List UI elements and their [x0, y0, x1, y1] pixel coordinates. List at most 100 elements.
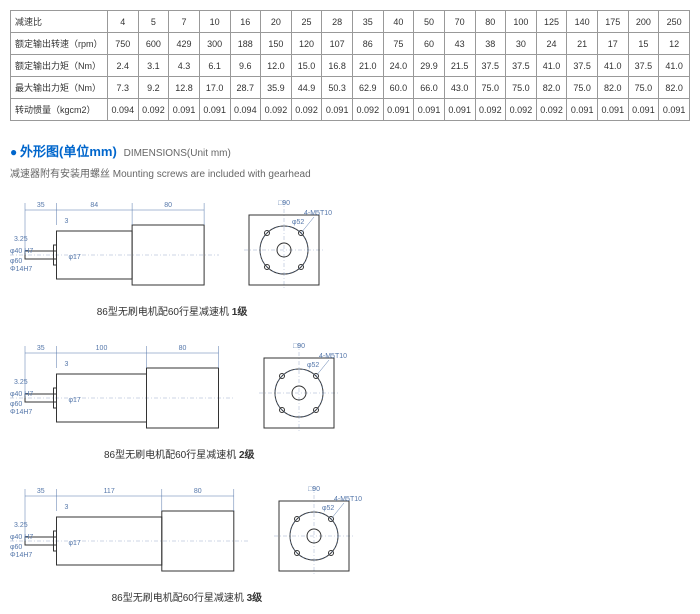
cell: 200 — [628, 11, 659, 33]
side-view-svg: 35 117 80 3 3.25 φ40 H7 φ60 Φ14H7 φ17 — [10, 481, 249, 581]
cell: 25 — [291, 11, 322, 33]
cell: 188 — [230, 33, 261, 55]
svg-text:Φ14H7: Φ14H7 — [10, 266, 32, 273]
cell: 0.092 — [536, 99, 567, 121]
svg-text:35: 35 — [37, 345, 45, 352]
cell: 15 — [628, 33, 659, 55]
cell: 43 — [444, 33, 475, 55]
cell: 86 — [353, 33, 384, 55]
diagram-views: 35 117 80 3 3.25 φ40 H7 φ60 Φ14H7 φ17 □9… — [10, 481, 364, 581]
table-row: 转动惯量（kgcm2）0.0940.0920.0910.0910.0940.09… — [11, 99, 690, 121]
cell: 120 — [291, 33, 322, 55]
cell: 0.091 — [322, 99, 353, 121]
cell: 28.7 — [230, 77, 261, 99]
cell: 107 — [322, 33, 353, 55]
svg-text:Φ14H7: Φ14H7 — [10, 552, 32, 559]
cell: 140 — [567, 11, 598, 33]
cell: 5 — [138, 11, 169, 33]
cell: 37.5 — [506, 55, 537, 77]
front-view-svg: □90 4-M5T10 φ52 — [264, 481, 364, 581]
table-row: 减速比4571016202528354050708010012514017520… — [11, 11, 690, 33]
cell: 0.091 — [659, 99, 690, 121]
cell: 0.091 — [444, 99, 475, 121]
cell: 150 — [261, 33, 292, 55]
cell: 28 — [322, 11, 353, 33]
cell: 6.1 — [199, 55, 230, 77]
cell: 125 — [536, 11, 567, 33]
svg-text:φ52: φ52 — [292, 219, 304, 226]
cell: 38 — [475, 33, 506, 55]
row-header: 减速比 — [11, 11, 108, 33]
title-en: DIMENSIONS(Unit mm) — [124, 148, 231, 159]
svg-text:φ40 H7: φ40 H7 — [10, 248, 33, 255]
cell: 600 — [138, 33, 169, 55]
cell: 0.094 — [230, 99, 261, 121]
cell: 0.091 — [414, 99, 445, 121]
table-row: 额定输出力矩（Nm）2.43.14.36.19.612.015.016.821.… — [11, 55, 690, 77]
svg-text:3.25: 3.25 — [14, 379, 28, 386]
cell: 0.092 — [291, 99, 322, 121]
cell: 40 — [383, 11, 414, 33]
diagram-group: 35 84 80 3 3.25 φ40 H7 φ60 Φ14H7 φ17 □90… — [10, 195, 334, 318]
cell: 24 — [536, 33, 567, 55]
cell: 35.9 — [261, 77, 292, 99]
svg-text:φ17: φ17 — [69, 397, 81, 404]
svg-text:Φ14H7: Φ14H7 — [10, 409, 32, 416]
cell: 300 — [199, 33, 230, 55]
cell: 0.091 — [628, 99, 659, 121]
cell: 62.9 — [353, 77, 384, 99]
cell: 0.092 — [353, 99, 384, 121]
svg-text:84: 84 — [90, 202, 98, 209]
cell: 37.5 — [567, 55, 598, 77]
section-title: ● 外形图(单位mm) DIMENSIONS(Unit mm) — [10, 141, 690, 160]
svg-text:□90: □90 — [278, 200, 290, 207]
cell: 41.0 — [659, 55, 690, 77]
svg-text:3.25: 3.25 — [14, 236, 28, 243]
cell: 0.091 — [598, 99, 629, 121]
cell: 15.0 — [291, 55, 322, 77]
diagram-caption: 86型无刷电机配60行星减速机 3级 — [112, 589, 263, 604]
svg-text:4-M5T10: 4-M5T10 — [304, 210, 332, 217]
svg-text:4-M5T10: 4-M5T10 — [319, 353, 347, 360]
cell: 44.9 — [291, 77, 322, 99]
cell: 75.0 — [475, 77, 506, 99]
cell: 7.3 — [108, 77, 139, 99]
cell: 10 — [199, 11, 230, 33]
diagram-views: 35 84 80 3 3.25 φ40 H7 φ60 Φ14H7 φ17 □90… — [10, 195, 334, 295]
svg-text:□90: □90 — [292, 343, 304, 350]
cell: 0.092 — [506, 99, 537, 121]
cell: 29.9 — [414, 55, 445, 77]
cell: 21 — [567, 33, 598, 55]
cell: 0.091 — [169, 99, 200, 121]
svg-text:φ60: φ60 — [10, 544, 22, 551]
cell: 250 — [659, 11, 690, 33]
cell: 82.0 — [598, 77, 629, 99]
cell: 70 — [444, 11, 475, 33]
cell: 0.092 — [138, 99, 169, 121]
svg-text:80: 80 — [179, 345, 187, 352]
table-row: 最大输出力矩（Nm）7.39.212.817.028.735.944.950.3… — [11, 77, 690, 99]
cell: 41.0 — [598, 55, 629, 77]
cell: 37.5 — [628, 55, 659, 77]
cell: 75.0 — [506, 77, 537, 99]
cell: 35 — [353, 11, 384, 33]
spec-table: 减速比4571016202528354050708010012514017520… — [10, 10, 690, 121]
cell: 7 — [169, 11, 200, 33]
cell: 100 — [506, 11, 537, 33]
cell: 12.8 — [169, 77, 200, 99]
row-header: 转动惯量（kgcm2） — [11, 99, 108, 121]
cell: 37.5 — [475, 55, 506, 77]
svg-text:80: 80 — [194, 488, 202, 495]
cell: 429 — [169, 33, 200, 55]
svg-text:φ52: φ52 — [322, 505, 334, 512]
cell: 9.6 — [230, 55, 261, 77]
cell: 17.0 — [199, 77, 230, 99]
svg-text:φ52: φ52 — [307, 362, 319, 369]
cell: 0.092 — [261, 99, 292, 121]
svg-text:φ17: φ17 — [69, 254, 81, 261]
cell: 9.2 — [138, 77, 169, 99]
cell: 16.8 — [322, 55, 353, 77]
front-view-svg: □90 4-M5T10 φ52 — [249, 338, 349, 438]
cell: 75.0 — [628, 77, 659, 99]
svg-text:φ40 H7: φ40 H7 — [10, 534, 33, 541]
